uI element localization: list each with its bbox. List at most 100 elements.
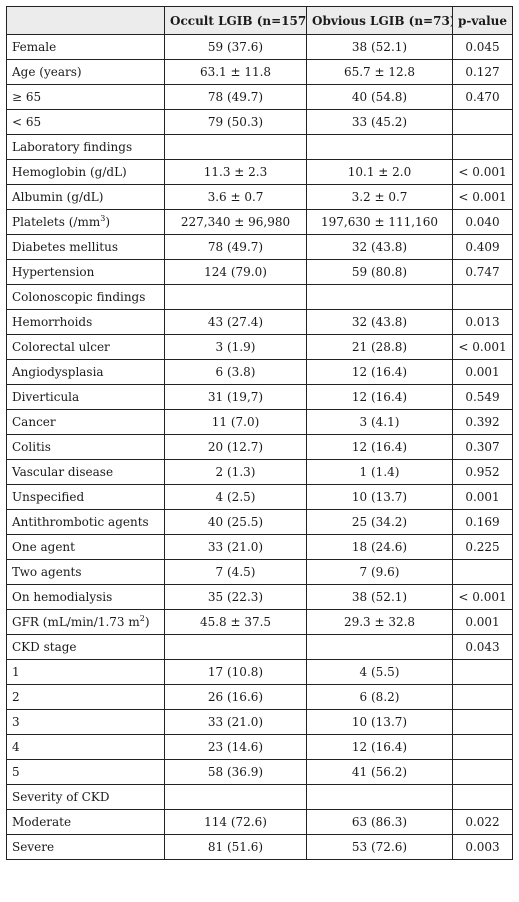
table-row: GFR (mL/min/1.73 m2) 45.8 ± 37.5 29.3 ± 32…	[6, 609, 513, 635]
p-value-cell: 0.001	[452, 484, 513, 510]
p-value-cell: 0.549	[452, 384, 513, 410]
table-row: Vascular disease 2 (1.3) 1 (1.4) 0.952	[6, 459, 513, 485]
row-label-cell: Two agents	[6, 559, 165, 585]
p-value-cell: < 0.001	[452, 334, 513, 360]
row-label: < 65	[12, 115, 42, 129]
row-label: 2	[12, 690, 20, 704]
obvious-value-cell: 59 (80.8)	[306, 259, 453, 285]
p-value-cell	[452, 659, 513, 685]
p-value-cell: 0.747	[452, 259, 513, 285]
obvious-value-cell: 29.3 ± 32.8	[306, 609, 453, 635]
table-row: Age (years) 63.1 ± 11.8 65.7 ± 12.8 0.127	[6, 59, 513, 85]
table-row: Antithrombotic agents 40 (25.5) 25 (34.2) 0…	[6, 509, 513, 535]
occult-value-cell: 114 (72.6)	[164, 809, 307, 835]
p-value-cell: 0.225	[452, 534, 513, 560]
row-label-suffix: )	[105, 215, 110, 229]
occult-value-cell: 78 (49.7)	[164, 84, 307, 110]
occult-value-cell: 40 (25.5)	[164, 509, 307, 535]
occult-value-cell: 124 (79.0)	[164, 259, 307, 285]
row-label: GFR (mL/min/1.73 m	[12, 615, 140, 629]
row-label: ≥ 65	[12, 90, 42, 104]
obvious-value-cell: 32 (43.8)	[306, 234, 453, 260]
table-row: 3 33 (21.0) 10 (13.7)	[6, 709, 513, 735]
row-label: Two agents	[12, 565, 82, 579]
obvious-value-cell: 12 (16.4)	[306, 359, 453, 385]
obvious-value-cell: 4 (5.5)	[306, 659, 453, 685]
row-label-cell: Colonoscopic findings	[6, 284, 165, 310]
row-label-cell: Unspecified	[6, 484, 165, 510]
header-cell-obvious: Obvious LGIB (n=73)	[306, 6, 453, 35]
table-row: Colitis 20 (12.7) 12 (16.4) 0.307	[6, 434, 513, 460]
table-row: 5 58 (36.9) 41 (56.2)	[6, 759, 513, 785]
occult-value-cell: 6 (3.8)	[164, 359, 307, 385]
row-label: Albumin (g/dL)	[12, 190, 104, 204]
row-label-cell: Vascular disease	[6, 459, 165, 485]
p-value-cell: < 0.001	[452, 184, 513, 210]
row-label: Female	[12, 40, 57, 54]
occult-value-cell: 63.1 ± 11.8	[164, 59, 307, 85]
row-label-cell: Laboratory findings	[6, 134, 165, 160]
row-label-cell: Hemoglobin (g/dL)	[6, 159, 165, 185]
occult-value-cell: 17 (10.8)	[164, 659, 307, 685]
table-row: Platelets (/mm3) 227,340 ± 96,980 197,630 …	[6, 209, 513, 235]
header-cell-p-value: p-value	[452, 6, 513, 35]
row-label: Colonoscopic findings	[12, 290, 146, 304]
table-row: Hypertension 124 (79.0) 59 (80.8) 0.747	[6, 259, 513, 285]
occult-value-cell: 20 (12.7)	[164, 434, 307, 460]
table-row: 1 17 (10.8) 4 (5.5)	[6, 659, 513, 685]
row-label-superscript: 2	[139, 614, 145, 623]
p-value-cell: 0.307	[452, 434, 513, 460]
occult-value-cell: 59 (37.6)	[164, 34, 307, 60]
row-label-cell: < 65	[6, 109, 165, 135]
obvious-value-cell: 40 (54.8)	[306, 84, 453, 110]
row-label: Angiodysplasia	[12, 365, 104, 379]
row-label: 4	[12, 740, 20, 754]
row-label-cell: Diverticula	[6, 384, 165, 410]
p-value-cell: < 0.001	[452, 584, 513, 610]
obvious-value-cell: 18 (24.6)	[306, 534, 453, 560]
obvious-value-cell: 7 (9.6)	[306, 559, 453, 585]
row-label: Diabetes mellitus	[12, 240, 118, 254]
p-value-cell	[452, 734, 513, 760]
obvious-value-cell: 65.7 ± 12.8	[306, 59, 453, 85]
row-label: Colorectal ulcer	[12, 340, 110, 354]
row-label-cell: Age (years)	[6, 59, 165, 85]
table-header: Occult LGIB (n=157) Obvious LGIB (n=73) …	[6, 6, 513, 35]
row-label: Hypertension	[12, 265, 95, 279]
row-label: Unspecified	[12, 490, 85, 504]
row-label: 5	[12, 765, 20, 779]
p-value-cell: 0.013	[452, 309, 513, 335]
row-label-cell: Severe	[6, 834, 165, 860]
row-label: Vascular disease	[12, 465, 114, 479]
header-row: Occult LGIB (n=157) Obvious LGIB (n=73) …	[6, 6, 513, 35]
table-row: Albumin (g/dL) 3.6 ± 0.7 3.2 ± 0.7 < 0.001	[6, 184, 513, 210]
p-value-cell	[452, 559, 513, 585]
row-label-cell: Colitis	[6, 434, 165, 460]
row-label: Moderate	[12, 815, 72, 829]
obvious-value-cell: 12 (16.4)	[306, 384, 453, 410]
obvious-value-cell: 25 (34.2)	[306, 509, 453, 535]
row-label: Hemorrhoids	[12, 315, 93, 329]
row-label-cell: Hypertension	[6, 259, 165, 285]
p-value-cell: 0.001	[452, 359, 513, 385]
occult-value-cell: 79 (50.3)	[164, 109, 307, 135]
obvious-value-cell: 41 (56.2)	[306, 759, 453, 785]
row-label-cell: 5	[6, 759, 165, 785]
row-label: On hemodialysis	[12, 590, 113, 604]
row-label: CKD stage	[12, 640, 77, 654]
p-value-cell: 0.392	[452, 409, 513, 435]
occult-value-cell: 58 (36.9)	[164, 759, 307, 785]
occult-value-cell: 11.3 ± 2.3	[164, 159, 307, 185]
occult-value-cell: 31 (19,7)	[164, 384, 307, 410]
obvious-value-cell: 197,630 ± 111,160	[306, 209, 453, 235]
table-row: 2 26 (16.6) 6 (8.2)	[6, 684, 513, 710]
p-value-cell: 0.127	[452, 59, 513, 85]
occult-value-cell: 81 (51.6)	[164, 834, 307, 860]
obvious-value-cell: 3.2 ± 0.7	[306, 184, 453, 210]
table-row: Severe 81 (51.6) 53 (72.6) 0.003	[6, 834, 513, 860]
occult-value-cell: 7 (4.5)	[164, 559, 307, 585]
obvious-value-cell	[306, 784, 453, 810]
header-cell-blank	[6, 6, 165, 35]
table-row: Moderate 114 (72.6) 63 (86.3) 0.022	[6, 809, 513, 835]
p-value-cell	[452, 709, 513, 735]
